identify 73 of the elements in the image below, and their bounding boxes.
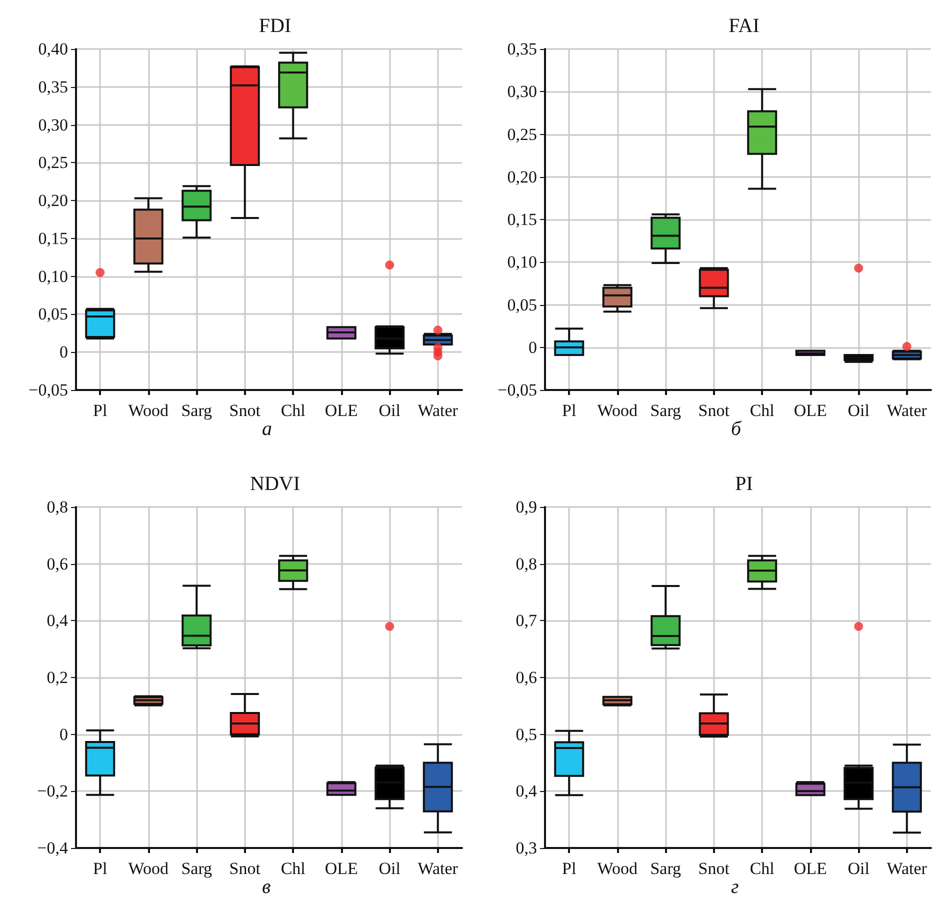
x-tick-label: Chl	[750, 859, 775, 878]
text: в	[262, 876, 271, 898]
text: г	[731, 876, 739, 898]
chart-title: FDI	[258, 15, 292, 37]
x-tick-label: OLE	[324, 859, 358, 878]
x-tick-label: Water	[886, 401, 928, 420]
x-tick-label: Sarg	[181, 859, 213, 878]
y-tick-label: 0	[60, 724, 68, 744]
x-tick-label: Water	[418, 859, 458, 878]
y-tick-label: 0,8	[46, 498, 68, 516]
y-tick-label: 0,25	[38, 153, 68, 172]
x-tick-label: Wood	[128, 859, 169, 878]
x-tick-label: Snot	[698, 859, 730, 878]
y-tick-label: 0,5	[516, 724, 537, 744]
y-tick-label: 0,3	[516, 838, 537, 858]
y-tick-label: 0,9	[516, 498, 537, 516]
x-tick-label: Water	[886, 859, 928, 878]
x-tick-label: Oil	[848, 859, 870, 878]
x-tick-label: Wood	[128, 401, 169, 420]
x-tick-label: Snot	[229, 859, 261, 878]
y-tick-label: 0,25	[507, 124, 537, 144]
x-tick-label: Sarg	[650, 401, 682, 420]
y-tick-label: −0,2	[37, 782, 68, 801]
y-tick-label: 0,40	[38, 40, 68, 58]
x-tick-label: Chl	[280, 859, 306, 878]
x-tick-label: Pl	[93, 859, 108, 878]
y-tick-label: 0,15	[38, 228, 68, 248]
chart-title: PI	[735, 473, 753, 495]
y-tick-label: 0	[528, 338, 537, 357]
y-tick-label: −0,05	[498, 380, 537, 400]
y-tick-label: 0,15	[507, 210, 537, 229]
y-tick-label: 0	[60, 342, 68, 362]
y-tick-label: 0,20	[507, 167, 537, 186]
y-tick-label: 0,4	[516, 782, 538, 801]
y-tick-label: 0,4	[46, 611, 68, 630]
x-tick-label: Wood	[597, 859, 638, 878]
y-tick-label: 0,7	[516, 611, 538, 630]
x-tick-label: Sarg	[650, 859, 682, 878]
y-tick-label: 0,10	[38, 266, 68, 286]
x-tick-label: Chl	[750, 401, 775, 420]
x-tick-label: OLE	[794, 401, 827, 420]
text: б	[731, 418, 742, 440]
x-tick-label: Pl	[93, 401, 108, 420]
x-tick-label: Water	[418, 401, 458, 420]
x-tick-label: Pl	[562, 859, 576, 878]
y-tick-label: 0,10	[507, 252, 537, 272]
y-tick-label: −0,05	[28, 380, 68, 400]
y-tick-label: 0,05	[507, 295, 537, 314]
x-tick-label: Snot	[229, 401, 261, 420]
chart-title: FAI	[728, 15, 760, 37]
y-tick-label: 0,8	[516, 554, 537, 574]
x-tick-label: Oil	[848, 401, 870, 420]
y-tick-label: −0,4	[37, 838, 68, 858]
x-tick-label: Pl	[562, 401, 576, 420]
x-tick-label: Wood	[597, 401, 638, 420]
y-tick-label: 0,35	[507, 40, 537, 58]
y-tick-label: 0,30	[507, 82, 537, 102]
x-tick-label: Chl	[280, 401, 306, 420]
y-tick-label: 0,6	[516, 668, 537, 687]
x-tick-label: Oil	[378, 401, 401, 420]
y-tick-label: 0,2	[46, 668, 68, 687]
chart-title: NDVI	[250, 473, 300, 495]
x-tick-label: Sarg	[181, 401, 213, 420]
x-tick-label: OLE	[794, 859, 827, 878]
y-tick-label: 0,20	[38, 191, 68, 210]
y-tick-label: 0,05	[38, 304, 68, 324]
x-tick-label: Oil	[378, 859, 401, 878]
x-tick-label: Snot	[698, 401, 730, 420]
y-tick-label: 0,35	[38, 77, 68, 96]
y-tick-label: 0,30	[38, 115, 68, 134]
y-tick-label: 0,6	[46, 554, 68, 574]
text: а	[262, 418, 272, 440]
x-tick-label: OLE	[324, 401, 358, 420]
